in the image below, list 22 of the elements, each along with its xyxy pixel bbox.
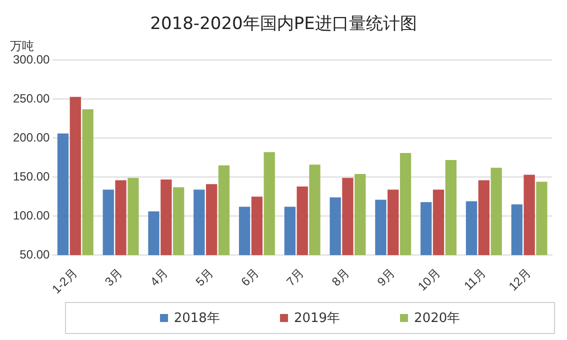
x-tick-label: 9月 <box>374 266 398 289</box>
x-tick-label: 1-2月 <box>49 266 80 296</box>
x-tick-label: 3月 <box>102 266 126 289</box>
y-tick-label: 300.00 <box>13 52 50 67</box>
x-tick-label: 10月 <box>415 266 443 294</box>
y-tick-label: 50.00 <box>20 247 50 262</box>
y-tick-label: 100.00 <box>13 208 50 222</box>
y-tick-label: 250.00 <box>13 91 50 106</box>
y-tick-label: 200.00 <box>13 130 50 144</box>
legend-label: 2018年 <box>172 310 220 327</box>
x-tick-label: 12月 <box>506 266 534 294</box>
x-tick-label: 11月 <box>461 266 488 293</box>
legend-label: 2019年 <box>292 310 340 327</box>
chart-title: 2018-2020年国内PE进口量统计图 <box>149 13 418 35</box>
x-tick-label: 4月 <box>148 266 171 289</box>
y-axis-title: 万吨 <box>10 38 34 55</box>
y-tick-label: 150.00 <box>13 169 50 184</box>
legend-label: 2020年 <box>413 310 460 327</box>
x-tick-label: 8月 <box>329 266 352 289</box>
x-tick-label: 7月 <box>284 266 307 289</box>
x-tick-label: 5月 <box>192 266 216 289</box>
x-tick-label: 6月 <box>238 266 262 289</box>
